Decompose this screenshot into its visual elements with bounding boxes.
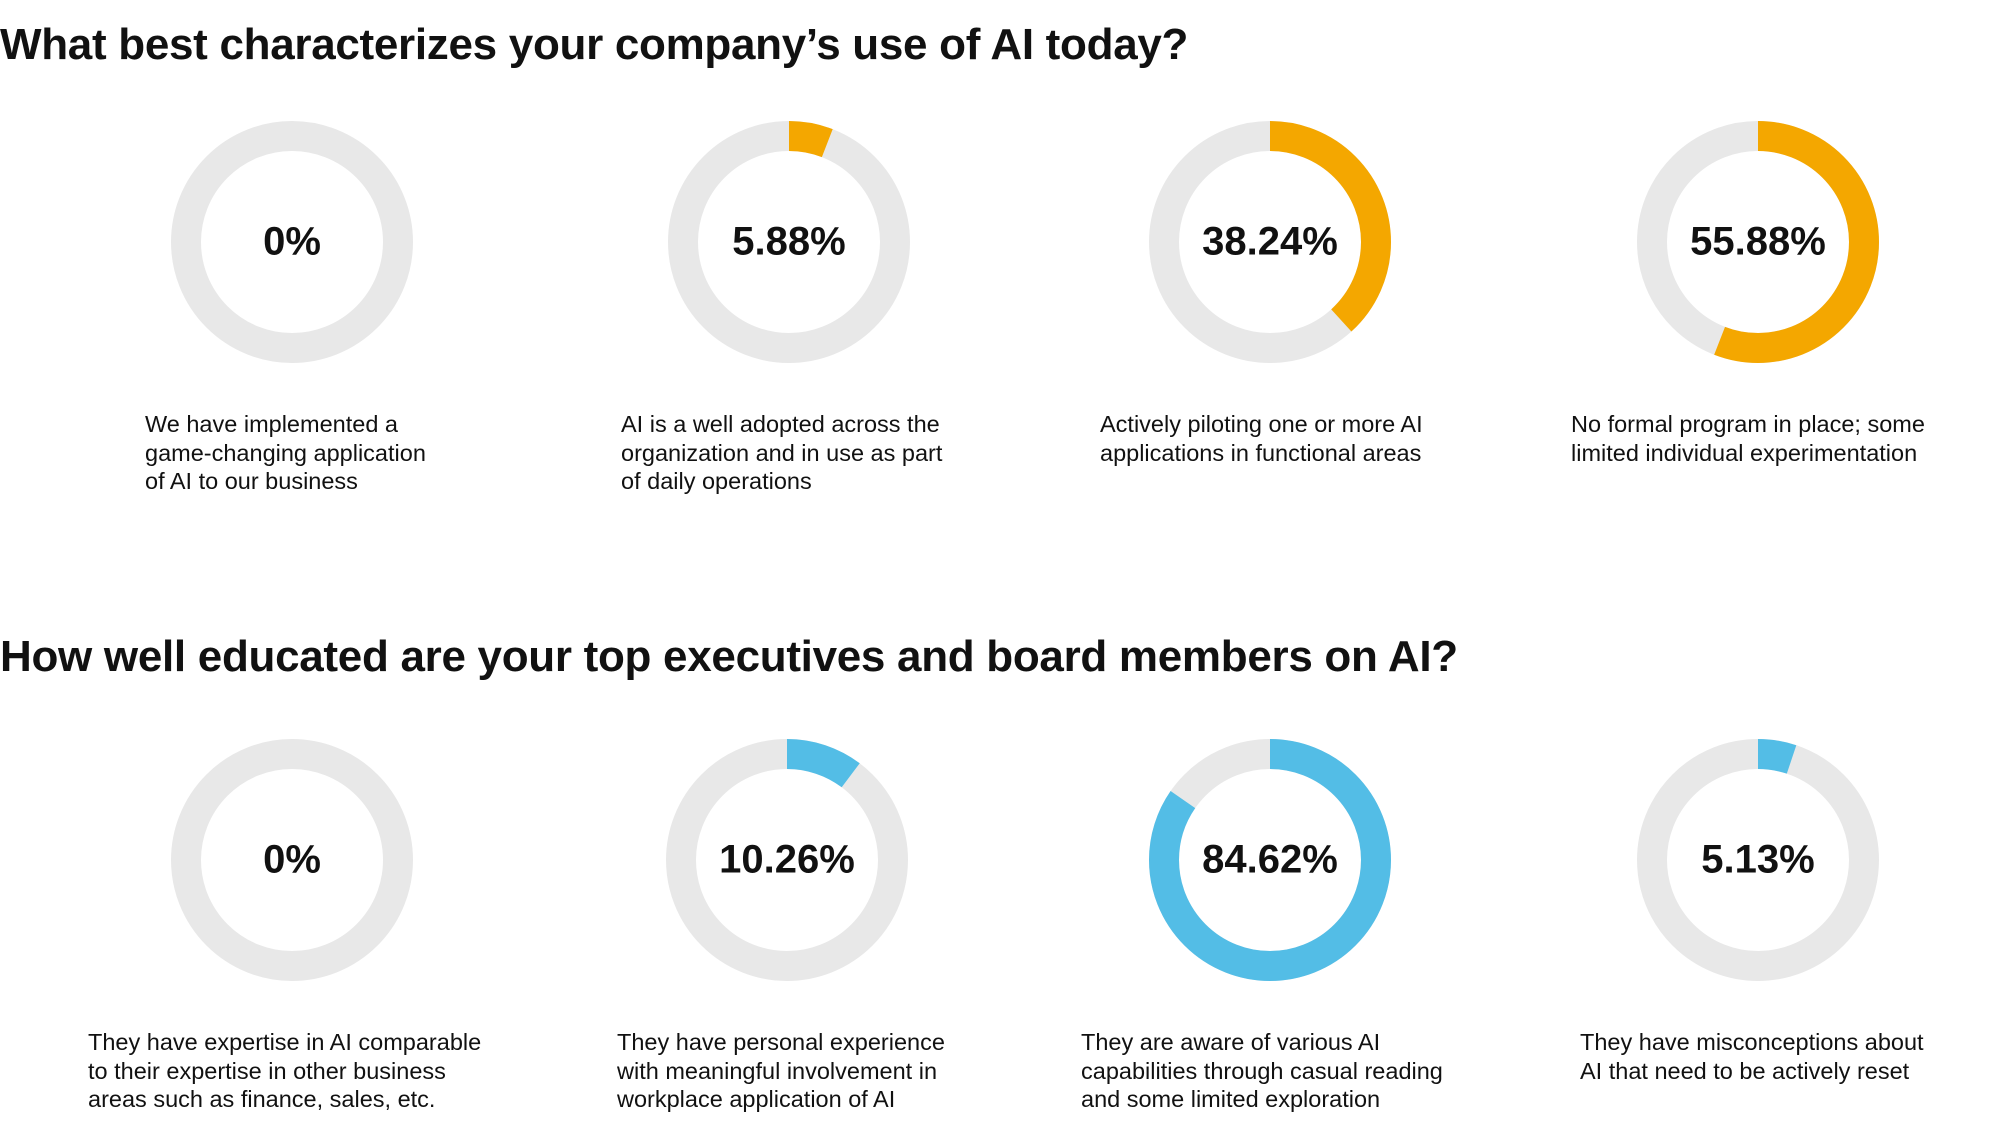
q2-donut-personal-experience-percent-label: 10.26% (719, 838, 855, 882)
q1-donut-implemented-percent-label: 0% (263, 220, 321, 264)
q1-caption-no-formal-program: No formal program in place; some limited… (1571, 411, 1925, 466)
q1-caption-well-adopted: AI is a well adopted across the organiza… (621, 411, 943, 494)
q2-donut-expertise: 0% (171, 739, 413, 981)
q1-donut-implemented: 0% (171, 121, 413, 363)
q2-donut-aware-value-arc (1149, 739, 1391, 981)
q1-donut-no-formal-program-value-arc (1637, 121, 1879, 363)
q2-donut-aware: 84.62% (1149, 739, 1391, 981)
q1-donut-implemented-track (171, 121, 413, 363)
q2-donut-misconceptions-percent-label: 5.13% (1701, 838, 1814, 882)
q1-donut-no-formal-program-percent-label: 55.88% (1690, 220, 1826, 264)
q2-donut-personal-experience-value-arc (666, 739, 908, 981)
q1-caption-piloting: Actively piloting one or more AI applica… (1100, 411, 1423, 466)
q1-donut-no-formal-program: 55.88% (1637, 121, 1879, 363)
q2-donut-misconceptions-value-arc (1637, 739, 1879, 981)
q2-donut-personal-experience: 10.26% (666, 739, 908, 981)
q1-donut-piloting-value-arc (1149, 121, 1391, 363)
q2-caption-expertise: They have expertise in AI comparable to … (88, 1029, 482, 1112)
q2-donut-misconceptions: 5.13% (1637, 739, 1879, 981)
q1-donut-well-adopted-value-arc (668, 121, 910, 363)
q2-caption-personal-experience: They have personal experience with meani… (617, 1029, 945, 1112)
q1-title: What best characterizes your company’s u… (0, 20, 1189, 69)
q2-donut-expertise-percent-label: 0% (263, 838, 321, 882)
q1-donut-well-adopted: 5.88% (668, 121, 910, 363)
q1-donut-well-adopted-percent-label: 5.88% (732, 220, 845, 264)
q2-caption-misconceptions: They have misconceptions about AI that n… (1580, 1029, 1924, 1084)
q2-donut-aware-percent-label: 84.62% (1202, 838, 1338, 882)
q1-donut-piloting: 38.24% (1149, 121, 1391, 363)
q1-donut-piloting-percent-label: 38.24% (1202, 220, 1338, 264)
q1-caption-implemented: We have implemented a game-changing appl… (145, 411, 426, 494)
q2-title: How well educated are your top executive… (0, 632, 1458, 681)
q2-caption-aware: They are aware of various AI capabilitie… (1081, 1029, 1443, 1112)
q2-donut-expertise-track (171, 739, 413, 981)
